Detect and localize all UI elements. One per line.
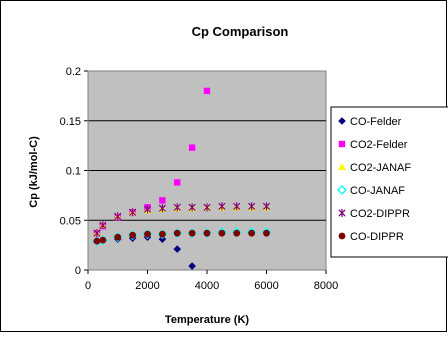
legend-label: CO2-JANAF — [350, 162, 411, 174]
y-tick-label: 0.05 — [60, 215, 81, 227]
legend-label: CO-DIPPR — [350, 231, 404, 243]
data-point — [263, 230, 270, 237]
y-tick-label: 0.1 — [66, 166, 81, 178]
legend-label: CO2-DIPPR — [350, 208, 410, 220]
data-point — [99, 237, 106, 244]
data-point — [129, 232, 136, 239]
x-tick-label: 8000 — [314, 280, 338, 292]
x-tick-label: 4000 — [195, 280, 219, 292]
y-tick-label: 0.15 — [60, 116, 81, 128]
data-point — [114, 234, 121, 241]
data-point — [189, 144, 195, 150]
data-point — [174, 230, 181, 237]
data-point — [174, 179, 180, 185]
data-point — [204, 230, 211, 237]
chart-title: Cp Comparison — [192, 24, 289, 39]
legend-label: CO-JANAF — [350, 185, 405, 197]
data-point — [233, 230, 240, 237]
legend-marker — [339, 141, 345, 147]
data-point — [94, 238, 101, 245]
legend-item: CO2-DIPPR — [339, 208, 410, 220]
legend-label: CO2-Felder — [350, 139, 408, 151]
legend-marker — [339, 233, 346, 240]
x-tick-label: 2000 — [135, 280, 159, 292]
data-point — [218, 230, 225, 237]
data-point — [159, 197, 165, 203]
y-tick-label: 0.2 — [66, 66, 81, 78]
x-axis-label: Temperature (K) — [165, 314, 249, 326]
legend-label: CO-Felder — [350, 116, 402, 128]
legend-item: CO2-Felder — [339, 139, 408, 151]
data-point — [204, 88, 210, 94]
y-axis-label: Cp (kJ/mol-C) — [28, 136, 40, 208]
x-tick-label: 6000 — [254, 280, 278, 292]
y-tick-label: 0 — [75, 265, 81, 277]
data-point — [189, 230, 196, 237]
data-point — [248, 230, 255, 237]
data-point — [159, 231, 166, 238]
x-tick-label: 0 — [85, 280, 91, 292]
data-point — [144, 231, 151, 238]
